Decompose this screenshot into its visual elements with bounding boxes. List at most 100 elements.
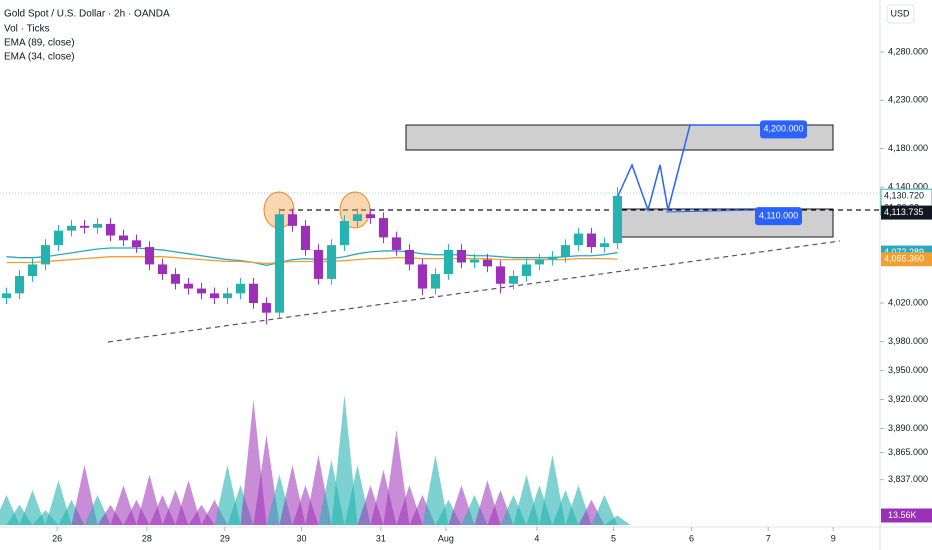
candle-body bbox=[339, 221, 350, 246]
price-label: 4,130.720 bbox=[884, 191, 924, 201]
y-tick-label: 4,020.000 bbox=[888, 297, 928, 307]
candle-body bbox=[417, 264, 428, 289]
candle-body bbox=[287, 214, 298, 226]
candle-body bbox=[131, 240, 142, 248]
candle-body bbox=[430, 274, 440, 289]
candle-body bbox=[170, 274, 181, 284]
candle-body bbox=[27, 264, 38, 277]
currency-box bbox=[886, 4, 915, 24]
y-tick-label: 4,140.000 bbox=[888, 182, 928, 192]
candle-body bbox=[1, 293, 12, 299]
candle-body bbox=[313, 249, 324, 279]
indicator-label: Vol · Ticks bbox=[4, 24, 50, 35]
x-tick-label: Aug bbox=[438, 533, 454, 543]
candles bbox=[1, 187, 622, 325]
candle-body bbox=[222, 293, 233, 299]
legend: Gold Spot / U.S. Dollar · 2h · OANDA Vol… bbox=[4, 9, 170, 63]
candle-body bbox=[53, 230, 64, 246]
candle-body bbox=[456, 249, 466, 263]
annotation-label: 4,110.000 bbox=[759, 211, 798, 221]
candle-body bbox=[157, 264, 168, 275]
x-tick-label: 29 bbox=[220, 533, 230, 543]
x-tick-label: 26 bbox=[52, 533, 62, 543]
trend-line bbox=[107, 240, 841, 343]
candle-body bbox=[586, 233, 596, 248]
ema-line bbox=[6, 247, 618, 267]
indicator-label: EMA (34, close) bbox=[4, 52, 75, 63]
volume-area bbox=[331, 394, 358, 525]
price-label-box bbox=[881, 205, 932, 220]
candle-body bbox=[144, 247, 155, 265]
candle-body bbox=[248, 283, 259, 304]
volume-label: 13.56K bbox=[888, 510, 917, 520]
candle-body bbox=[573, 233, 583, 246]
candle-body bbox=[508, 276, 518, 284]
volume-area bbox=[19, 490, 46, 525]
y-tick-label: 4,230.000 bbox=[888, 95, 928, 105]
candle-body bbox=[365, 214, 376, 219]
x-tick-label: 28 bbox=[142, 533, 152, 543]
candle-body bbox=[612, 195, 622, 244]
y-tick-label: 3,920.000 bbox=[888, 394, 928, 404]
candle-body bbox=[352, 214, 363, 222]
price-label: 4,072.289 bbox=[884, 247, 924, 257]
volume-pane bbox=[0, 394, 631, 525]
x-tick-label: 4 bbox=[534, 533, 539, 543]
annotation-label: 4,200.000 bbox=[763, 124, 803, 134]
volume-area bbox=[175, 480, 202, 525]
axes: 4,280.000 4,230.000 4,180.000 4,140.000 4,02… bbox=[52, 46, 932, 543]
candle-body bbox=[404, 249, 415, 265]
candle-body bbox=[300, 225, 311, 250]
candle-body bbox=[560, 245, 570, 257]
candle-body bbox=[378, 218, 389, 238]
candle-body bbox=[66, 225, 77, 231]
price-label: 4,113.735 bbox=[884, 207, 923, 217]
volume-area bbox=[604, 515, 631, 525]
candle-body bbox=[105, 223, 116, 236]
candle-body bbox=[274, 214, 285, 313]
candle-body bbox=[534, 259, 544, 265]
candle-body bbox=[79, 225, 90, 228]
projection-link bbox=[665, 209, 757, 213]
x-tick-label: 6 bbox=[689, 533, 694, 543]
candle-body bbox=[183, 283, 194, 289]
candle-body bbox=[326, 245, 337, 279]
volume-area bbox=[422, 455, 449, 525]
x-tick-label: 31 bbox=[376, 533, 386, 543]
price-label: 4,065.360 bbox=[884, 254, 924, 264]
volume-area bbox=[383, 429, 410, 525]
chart-title: Gold Spot / U.S. Dollar · 2h · OANDA bbox=[4, 9, 170, 20]
candle-body bbox=[92, 223, 103, 228]
ema-line bbox=[6, 256, 618, 265]
x-tick-label: 5 bbox=[611, 533, 616, 543]
annotations: 4,200.000 4,110.000 bbox=[755, 120, 807, 226]
currency: USD bbox=[890, 8, 910, 18]
candle-body bbox=[235, 283, 246, 294]
price-label-box bbox=[881, 252, 932, 267]
volume-area bbox=[591, 494, 618, 525]
x-tick-label: 30 bbox=[297, 533, 307, 543]
candle-body bbox=[391, 237, 402, 250]
candle-body bbox=[209, 293, 220, 299]
candle-body bbox=[443, 249, 453, 275]
x-tick-label: 9 bbox=[831, 533, 836, 543]
candle-body bbox=[196, 288, 207, 294]
candle-body bbox=[495, 266, 505, 284]
y-tick-label: 3,837.000 bbox=[888, 474, 928, 484]
candle-body bbox=[482, 259, 492, 267]
y-tick-label: 3,980.000 bbox=[888, 336, 928, 346]
indicator-label: EMA (89, close) bbox=[4, 38, 75, 49]
x-tick-label: 7 bbox=[766, 533, 771, 543]
candle-body bbox=[521, 264, 531, 277]
annotation-box bbox=[755, 207, 802, 226]
y-tick-label: 4,180.000 bbox=[888, 143, 928, 153]
y-tick-label: 3,865.000 bbox=[888, 447, 928, 457]
annotation-box bbox=[760, 120, 807, 139]
candle-body bbox=[14, 276, 25, 294]
candle-body bbox=[599, 243, 609, 248]
candle-body bbox=[261, 303, 272, 313]
y-tick-label: 3,890.000 bbox=[888, 423, 928, 433]
y-tick-label: 4,280.000 bbox=[888, 46, 928, 56]
